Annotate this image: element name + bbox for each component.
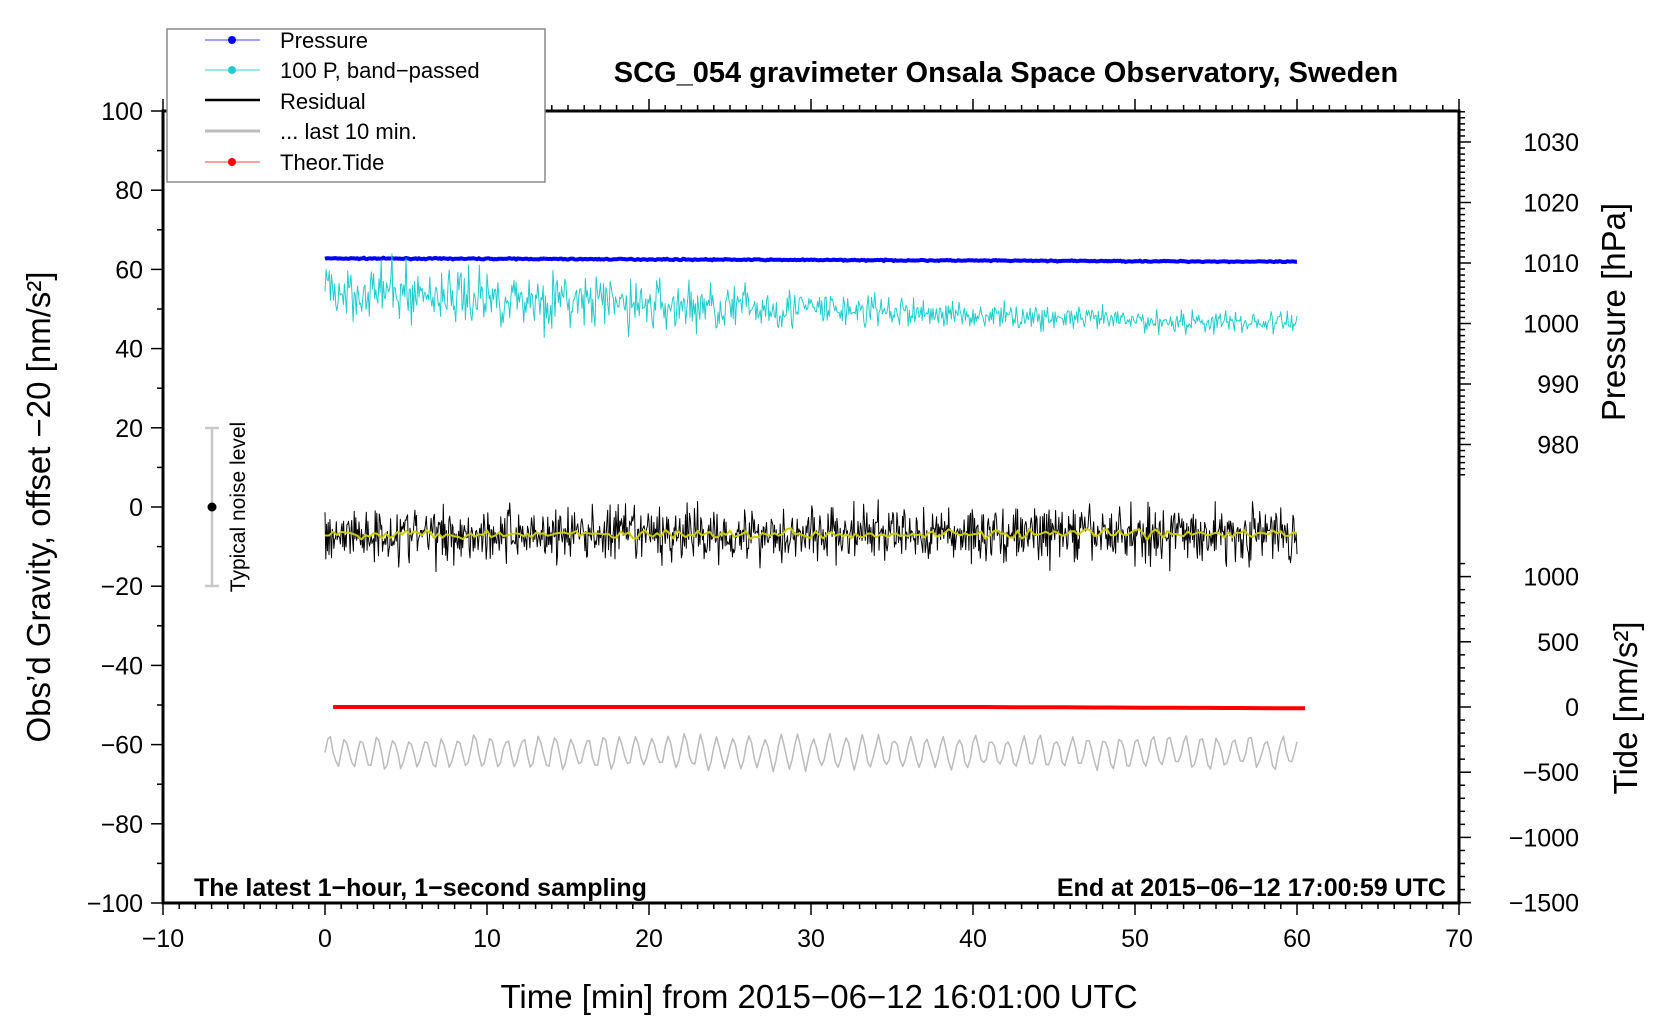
annotation-sampling: The latest 1−hour, 1−second sampling [194, 874, 647, 902]
y-tick-label: −40 [101, 652, 143, 680]
series-theor-tide [333, 705, 1306, 711]
x-tick-label: 40 [959, 925, 987, 953]
noise-bar [205, 426, 219, 588]
legend-entry-tide: Theor.Tide [205, 150, 384, 175]
plot-frame [161, 109, 1461, 905]
ticks-layer: −10 0 10 20 30 40 50 60 70−100−80−60−40−20020406… [87, 98, 1579, 953]
y-tick-label: 20 [115, 415, 143, 443]
y-axis-label-pressure: Pressure [hPa] [1595, 203, 1632, 421]
legend: Pressure 100 P, band−passed Residual ...… [166, 28, 546, 183]
svg-text:Theor.Tide: Theor.Tide [280, 150, 384, 175]
y-tick-label: 100 [101, 98, 143, 126]
x-axis-label: Time [min] from 2015−06−12 16:01:00 UTC [500, 978, 1137, 1015]
y-tick-label: −60 [101, 732, 143, 760]
series-layer [324, 253, 1306, 773]
series-pressure [324, 255, 1298, 265]
svg-text:Pressure: Pressure [280, 28, 368, 53]
pressure-tick-label: 1030 [1523, 129, 1579, 157]
legend-entry-pressure: Pressure [205, 28, 368, 53]
annotation-end-time: End at 2015−06−12 17:00:59 UTC [1057, 874, 1446, 902]
y-tick-label: −80 [101, 811, 143, 839]
pressure-tick-label: 1000 [1523, 311, 1579, 339]
y-tick-label: 60 [115, 256, 143, 284]
pressure-tick-label: 980 [1537, 432, 1579, 460]
pressure-tick-label: 990 [1537, 371, 1579, 399]
noise-label: Typical noise level [227, 422, 250, 592]
series-residual [324, 499, 1298, 573]
x-tick-label: 30 [797, 925, 825, 953]
legend-entry-bandpassed: 100 P, band−passed [205, 58, 480, 83]
tide-tick-label: −500 [1523, 759, 1579, 787]
x-tick-label: 60 [1283, 925, 1311, 953]
x-tick-label: −10 [142, 925, 184, 953]
tide-tick-label: 500 [1537, 629, 1579, 657]
series-residual-smoothed [325, 527, 1298, 542]
pressure-tick-label: 1010 [1523, 250, 1579, 278]
x-tick-label: 70 [1445, 925, 1473, 953]
y-axis-label-left: Obs’d Gravity, offset −20 [nm/s²] [20, 271, 57, 742]
y-axis-label-tide: Tide [nm/s²] [1607, 622, 1644, 795]
tide-tick-label: 1000 [1523, 564, 1579, 592]
tide-tick-label: 0 [1565, 694, 1579, 722]
svg-text:100 P, band−passed: 100 P, band−passed [280, 58, 480, 83]
y-tick-label: −20 [101, 573, 143, 601]
x-tick-label: 50 [1121, 925, 1149, 953]
y-tick-label: 80 [115, 177, 143, 205]
chart-title: SCG_054 gravimeter Onsala Space Observat… [614, 57, 1398, 89]
series-100-p-band-passed [324, 253, 1298, 338]
pressure-tick-label: 1020 [1523, 190, 1579, 218]
legend-entry-residual: Residual [205, 89, 366, 114]
tide-tick-label: −1500 [1509, 890, 1579, 918]
y-tick-label: 0 [129, 494, 143, 522]
svg-text:... last 10 min.: ... last 10 min. [280, 119, 417, 144]
x-tick-label: 20 [635, 925, 663, 953]
tide-tick-label: −1000 [1509, 824, 1579, 852]
svg-text:Residual: Residual [280, 89, 366, 114]
y-tick-label: 40 [115, 336, 143, 364]
legend-entry-last-10-min: ... last 10 min. [205, 119, 417, 144]
y-tick-label: −100 [87, 890, 143, 918]
series-last-10-min [324, 732, 1298, 773]
x-tick-label: 0 [318, 925, 332, 953]
x-tick-label: 10 [473, 925, 501, 953]
